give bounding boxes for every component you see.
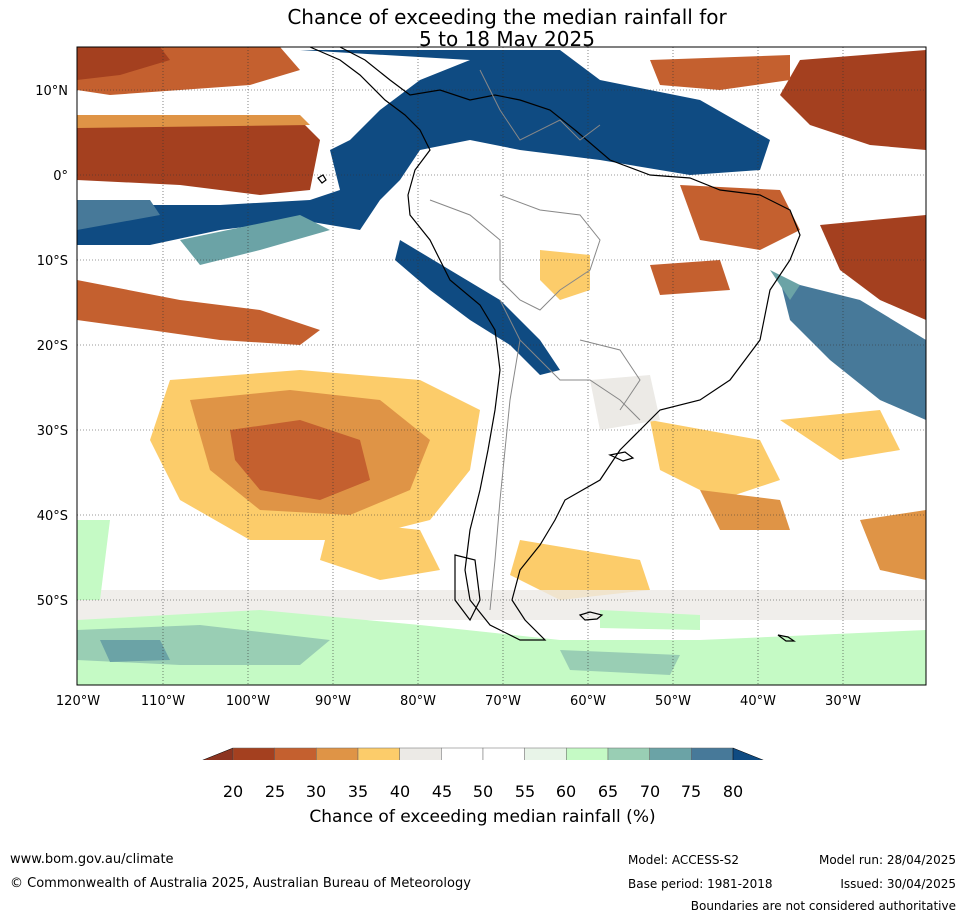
colorbar-tick: 75: [680, 782, 702, 801]
lon-label: 60°W: [570, 694, 606, 709]
colorbar-swatch: [399, 747, 442, 760]
colorbar-swatch: [316, 747, 359, 760]
base-period: Base period: 1981-2018: [628, 877, 773, 891]
colorbar-label: Chance of exceeding median rainfall (%): [309, 807, 656, 827]
colorbar-swatch: [524, 747, 567, 760]
latitude-labels: 10°N 0° 10°S 20°S 30°S 40°S 50°S: [35, 84, 68, 609]
colorbar-tick: 55: [514, 782, 536, 801]
longitude-labels: 120°W 110°W 100°W 90°W 80°W 70°W 60°W 50…: [56, 694, 861, 709]
colorbar-tick: 60: [555, 782, 577, 801]
colorbar-swatch: [566, 747, 609, 760]
lon-label: 110°W: [141, 694, 185, 709]
copyright-text: © Commonwealth of Australia 2025, Austra…: [10, 876, 471, 891]
colorbar-tick: 30: [305, 782, 327, 801]
colorbar-tick: 25: [264, 782, 286, 801]
boundaries-note: Boundaries are not considered authoritat…: [690, 899, 956, 913]
lat-label: 30°S: [37, 424, 68, 439]
lon-label: 70°W: [485, 694, 521, 709]
colorbar-tick: 35: [347, 782, 369, 801]
lat-label: 0°: [53, 169, 68, 184]
lon-label: 100°W: [226, 694, 270, 709]
graticule: [77, 47, 926, 685]
model-name: Model: ACCESS-S2: [628, 853, 740, 867]
coastlines: [309, 46, 801, 642]
lon-label: 90°W: [315, 694, 351, 709]
lat-label: 50°S: [37, 594, 68, 609]
lon-label: 50°W: [655, 694, 691, 709]
colorbar-tick: 45: [431, 782, 453, 801]
colorbar-tick: 40: [389, 782, 411, 801]
website-link[interactable]: www.bom.gov.au/climate: [10, 852, 174, 867]
colorbar-swatch: [691, 747, 734, 760]
colorbar-tick: 65: [597, 782, 619, 801]
map-field: [77, 47, 926, 685]
colorbar-tick: 50: [472, 782, 494, 801]
colorbar-swatch: [274, 747, 317, 760]
lat-label: 40°S: [37, 509, 68, 524]
colorbar-tick: 20: [222, 782, 244, 801]
colorbar-swatch: [649, 747, 692, 760]
colorbar-tick: 80: [722, 782, 744, 801]
lat-label: 10°N: [35, 84, 68, 99]
lon-label: 40°W: [740, 694, 776, 709]
map-title-line1: Chance of exceeding the median rainfall …: [287, 5, 727, 29]
lon-label: 120°W: [56, 694, 100, 709]
lat-label: 10°S: [37, 254, 68, 269]
lon-label: 80°W: [400, 694, 436, 709]
colorbar-swatch: [482, 747, 525, 760]
colorbar-swatch: [441, 747, 484, 760]
lat-label: 20°S: [37, 339, 68, 354]
map-title-line2: 5 to 18 May 2025: [419, 27, 595, 51]
colorbar-high-arrow: [732, 747, 764, 760]
colorbar-swatch: [607, 747, 650, 760]
rainfall-map: 10°N 0° 10°S 20°S 30°S 40°S 50°S 120°W 1…: [35, 46, 927, 760]
model-run-date: Model run: 28/04/2025: [818, 853, 956, 867]
map-frame: [76, 46, 927, 686]
colorbar-swatch: [232, 747, 275, 760]
colorbar-swatch: [357, 747, 400, 760]
lon-label: 30°W: [825, 694, 861, 709]
issued-date: Issued: 30/04/2025: [840, 877, 956, 891]
colorbar-tick: 70: [639, 782, 661, 801]
colorbar-low-arrow: [202, 747, 234, 760]
colorbar: [202, 747, 764, 760]
country-borders: [429, 69, 641, 611]
